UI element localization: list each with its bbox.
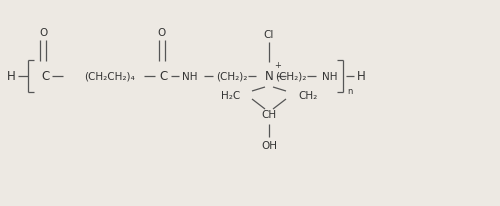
Text: (CH₂)₂: (CH₂)₂ (216, 72, 248, 82)
Text: O: O (39, 28, 47, 38)
Text: O: O (158, 28, 166, 38)
Text: NH: NH (322, 72, 338, 82)
Text: C: C (41, 70, 49, 83)
Text: (CH₂CH₂)₄: (CH₂CH₂)₄ (84, 72, 134, 82)
Text: Cl: Cl (264, 30, 274, 40)
Text: OH: OH (261, 140, 277, 150)
Text: (CH₂)₂: (CH₂)₂ (276, 72, 306, 82)
Text: C: C (160, 70, 168, 83)
Text: CH: CH (262, 109, 276, 119)
Text: N: N (264, 70, 274, 83)
Text: CH₂: CH₂ (298, 91, 318, 101)
Text: H: H (6, 70, 16, 83)
Text: NH: NH (182, 72, 198, 82)
Text: H₂C: H₂C (221, 91, 240, 101)
Text: n: n (347, 87, 352, 96)
Text: H: H (356, 70, 366, 83)
Text: +: + (274, 61, 281, 70)
